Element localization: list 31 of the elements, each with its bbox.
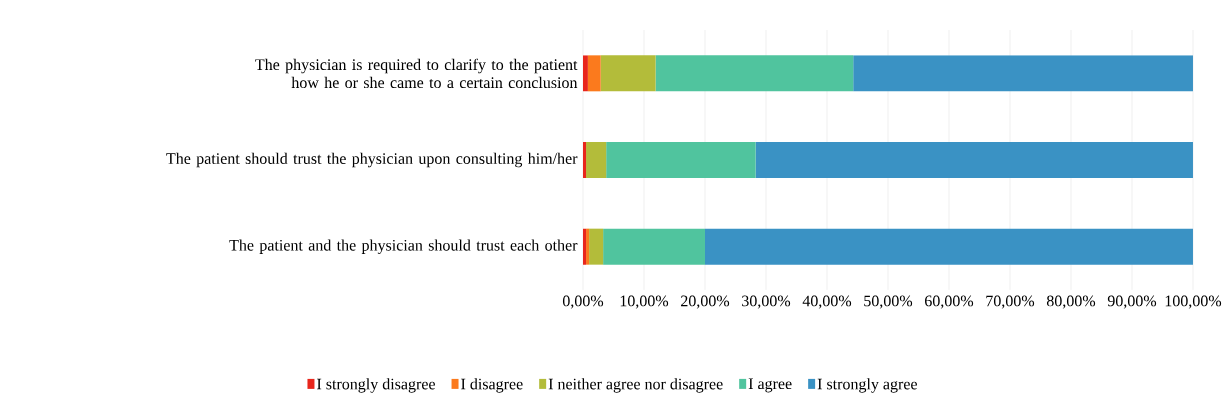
x-tick-label: 0,00% xyxy=(562,295,604,309)
bar xyxy=(587,55,601,92)
bar xyxy=(606,142,756,178)
y-tick-label: The physician is required to clarify to the patient how he or she came to a certain conclusion xyxy=(255,58,578,89)
bar xyxy=(586,142,607,178)
x-tick-label: 70,00% xyxy=(986,295,1035,309)
legend-label: I strongly agree xyxy=(817,378,917,393)
y-tick-label: The patient and the physician should trust each other xyxy=(229,239,578,254)
x-tick-label: 10,00% xyxy=(620,295,669,309)
x-tick-label: 30,00% xyxy=(742,295,791,309)
legend-label: I neither agree nor disagree xyxy=(548,378,723,393)
bar xyxy=(853,55,1193,92)
x-tick-label: 100,00% xyxy=(1165,295,1222,309)
bar xyxy=(583,142,587,178)
bar xyxy=(589,228,604,265)
bar xyxy=(603,228,705,265)
x-tick-label: 80,00% xyxy=(1046,295,1096,309)
bar xyxy=(705,228,1193,265)
bar xyxy=(755,142,1193,178)
legend-label: I strongly disagree xyxy=(317,378,435,393)
x-tick-label: 20,00% xyxy=(681,295,730,309)
y-tick-label: The patient should trust the physician upon consulting him/her xyxy=(166,152,578,168)
legend-label: I disagree xyxy=(461,378,523,393)
bar xyxy=(600,55,656,92)
x-tick-label: 40,00% xyxy=(802,295,852,309)
bar xyxy=(583,55,588,92)
x-tick-label: 90,00% xyxy=(1107,295,1157,309)
x-tick-label: 60,00% xyxy=(925,295,974,309)
bar xyxy=(655,55,854,92)
x-tick-label: 50,00% xyxy=(864,295,913,309)
legend-label: I agree xyxy=(748,378,792,393)
